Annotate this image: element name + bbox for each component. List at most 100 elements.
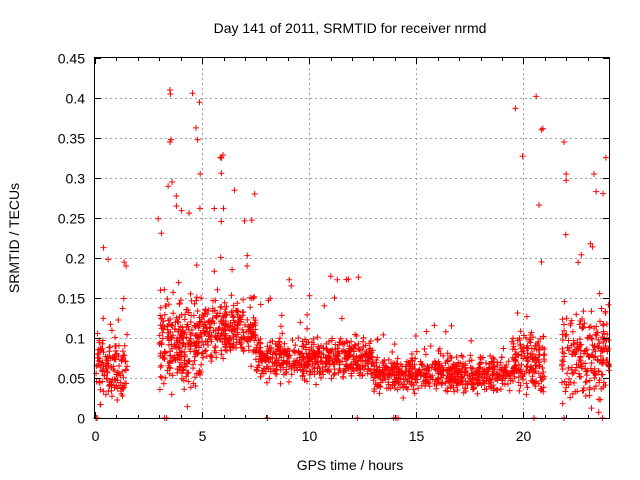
data-point [174,318,181,325]
data-point [359,372,366,379]
data-point [272,370,279,377]
data-point [395,380,402,387]
data-point [565,347,572,354]
data-point [563,177,570,184]
data-point [502,363,509,370]
data-point [303,378,310,385]
data-point [581,320,588,327]
data-point [487,353,494,360]
data-point [121,259,128,266]
data-point [483,374,490,381]
data-point [409,373,416,380]
data-point [468,365,475,372]
data-point [262,357,269,364]
data-point [178,207,185,214]
data-point [586,384,593,391]
data-point [515,379,522,386]
data-point [218,351,225,358]
data-point [181,386,188,393]
data-point [488,379,495,386]
data-point [164,323,171,330]
data-point [348,372,355,379]
data-point [220,205,227,212]
data-point [228,327,235,334]
data-point [251,191,258,198]
data-point [170,310,177,317]
data-point [572,388,579,395]
data-point [559,331,566,338]
data-point [281,340,288,347]
data-point [313,381,320,388]
data-point [459,381,466,388]
data-point [108,387,115,394]
data-point [405,359,412,366]
data-point [487,383,494,390]
data-point [119,305,126,312]
data-point [367,370,374,377]
data-point [409,355,416,362]
data-point [244,252,251,259]
data-point [597,396,604,403]
data-point [509,346,516,353]
data-point [114,372,121,379]
data-point [200,323,207,330]
data-point [532,367,539,374]
data-point [167,315,174,322]
data-point [566,375,573,382]
data-point [373,359,380,366]
data-point [591,171,598,177]
data-point [422,351,429,358]
data-point [448,322,455,329]
data-point [448,376,455,383]
data-point [531,369,538,376]
data-point [245,327,252,334]
data-point [370,377,377,384]
data-point [476,365,483,372]
data-point [569,328,576,335]
data-point [561,350,568,357]
data-point [176,314,183,321]
data-point [442,360,449,367]
data-point [340,369,347,376]
data-point [395,366,402,373]
data-point [193,294,200,301]
data-point [352,331,359,338]
y-tick-label: 0.4 [66,91,86,107]
data-point [279,330,286,337]
data-point [232,307,239,314]
data-point [229,312,236,319]
data-point [359,362,366,369]
data-point [587,323,594,330]
data-point [186,346,193,353]
data-point [448,354,455,361]
data-point [540,369,547,376]
data-point [295,348,302,355]
data-point [352,355,359,362]
data-point [396,367,403,374]
x-tick-label: 15 [409,428,425,444]
data-point [444,350,451,357]
data-point [403,383,410,390]
data-point [191,374,198,381]
data-point [314,348,321,355]
data-point [320,351,327,358]
data-point [529,373,536,380]
data-point [582,392,589,399]
data-point [535,380,542,387]
data-point [193,370,200,377]
data-point [266,355,273,362]
data-point [586,377,593,384]
data-point [360,334,367,341]
data-point [166,139,173,145]
data-point [158,230,165,237]
data-point [315,361,322,368]
data-point [577,318,584,325]
data-point [426,383,433,390]
data-point [112,334,119,341]
data-point [112,356,119,363]
data-point [523,313,530,320]
data-point [588,335,595,342]
data-point [374,354,381,361]
data-point [528,377,535,384]
data-point [194,307,201,314]
